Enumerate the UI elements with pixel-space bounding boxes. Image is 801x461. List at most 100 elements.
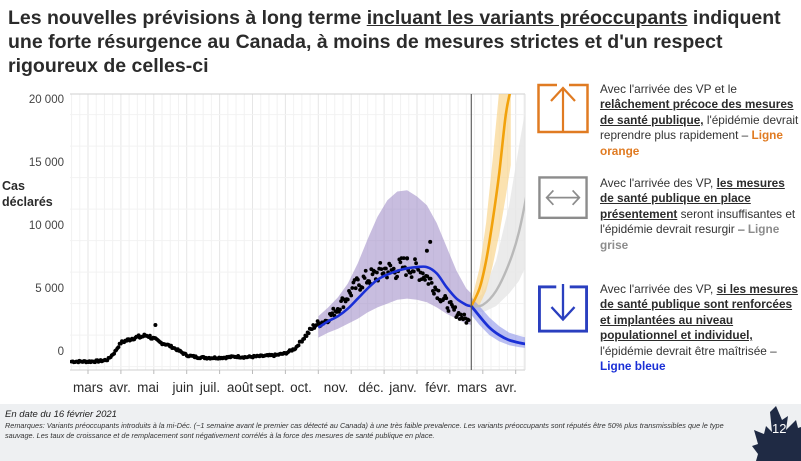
observed-case-point bbox=[405, 256, 410, 261]
observed-case-point bbox=[350, 286, 355, 290]
legend-text-emphasis: les mesures de santé publique en place p… bbox=[600, 176, 785, 221]
observed-case-point bbox=[381, 271, 386, 276]
footer-date: En date du 16 février 2021 bbox=[5, 409, 117, 420]
observed-case-point bbox=[302, 336, 307, 341]
plot-area bbox=[70, 94, 525, 365]
observed-case-point bbox=[379, 267, 384, 271]
observed-case-point bbox=[426, 282, 431, 286]
legend-text-outcome: l'épidémie devrait être maîtrisée – bbox=[600, 343, 777, 358]
observed-case-point bbox=[360, 285, 365, 290]
x-tick-label: avr. bbox=[495, 380, 517, 395]
observed-case-point bbox=[462, 312, 467, 317]
observed-case-point bbox=[148, 333, 152, 338]
grey-forecast-line bbox=[471, 196, 525, 308]
observed-case-point bbox=[411, 269, 416, 274]
legend-blue-text: Avec l'arrivée des VP, si les mesures de… bbox=[600, 282, 800, 374]
blue-confidence-band bbox=[471, 297, 525, 348]
y-tick-label: 20 000 bbox=[28, 94, 64, 106]
observed-case-point bbox=[395, 274, 399, 279]
observed-case-point bbox=[413, 257, 417, 262]
observed-case-point bbox=[458, 312, 463, 317]
observed-case-point bbox=[363, 268, 368, 273]
legend-text-intro: Avec l'arrivée des VP, bbox=[600, 176, 717, 190]
observed-case-point bbox=[444, 296, 449, 301]
arrow-up-icon bbox=[537, 83, 589, 134]
fit-line bbox=[317, 265, 472, 329]
legend-text-emphasis: si les mesures de santé publique sont re… bbox=[600, 282, 798, 343]
y-tick-label: 10 000 bbox=[28, 220, 64, 232]
legend-line-label-grey: Ligne grise bbox=[600, 222, 780, 252]
observed-case-point bbox=[306, 331, 311, 336]
observed-case-point bbox=[339, 299, 343, 303]
y-axis-label: Cas déclarés bbox=[2, 179, 53, 209]
legend-text-outcome: l'épidémie devrait reprendre plus rapide… bbox=[600, 112, 799, 143]
observed-case-point bbox=[358, 288, 362, 292]
observed-case-point bbox=[429, 281, 434, 285]
observed-case-point bbox=[428, 239, 433, 244]
page-number: 12 bbox=[772, 421, 787, 436]
observed-case-point bbox=[384, 266, 388, 271]
x-tick-label: oct. bbox=[290, 380, 312, 395]
observed-case-point bbox=[423, 278, 427, 282]
observed-case-point bbox=[436, 288, 441, 293]
x-tick-label: déc. bbox=[358, 380, 384, 395]
cases-chart bbox=[70, 93, 526, 374]
footer: En date du 16 février 2021 Remarques: Va… bbox=[0, 404, 801, 461]
title-text-end: indiquent une forte résurgence au Canada… bbox=[8, 7, 781, 77]
x-tick-label: août bbox=[226, 380, 254, 395]
observed-case-point bbox=[370, 272, 375, 277]
observed-case-point bbox=[448, 300, 453, 304]
y-tick-label: 5 000 bbox=[35, 283, 64, 295]
observed-case-point bbox=[446, 309, 451, 313]
observed-case-point bbox=[424, 248, 429, 253]
legend-text-intro: Avec l'arrivée des VP et le bbox=[600, 82, 737, 96]
observed-case-point bbox=[116, 345, 121, 349]
x-tick-label: mars bbox=[457, 380, 487, 395]
x-tick-label: juil. bbox=[199, 380, 221, 395]
observed-case-point bbox=[356, 277, 360, 282]
legend-line-label-blue: Ligne bleue bbox=[600, 359, 666, 374]
observed-case-point bbox=[341, 305, 346, 310]
observed-case-point bbox=[388, 263, 393, 268]
observed-case-point bbox=[453, 305, 458, 310]
x-tick-label: avr. bbox=[109, 380, 131, 395]
blue-forecast-line bbox=[470, 305, 525, 346]
observed-case-point bbox=[414, 261, 418, 266]
observed-case-point bbox=[398, 260, 403, 265]
grey-confidence-band bbox=[471, 111, 525, 313]
x-tick-label: mai bbox=[137, 380, 159, 395]
arrow-left-right-icon bbox=[538, 176, 588, 220]
legend-text-intro: Avec l'arrivée des VP, bbox=[600, 282, 717, 296]
x-tick-label: nov. bbox=[323, 380, 349, 395]
observed-case-point bbox=[445, 306, 450, 310]
slide-title: Les nouvelles prévisions à long terme in… bbox=[8, 6, 798, 78]
x-tick-label: janv. bbox=[389, 380, 417, 395]
x-tick-label: févr. bbox=[425, 380, 451, 395]
observed-case-point bbox=[466, 318, 471, 322]
observed-case-point bbox=[401, 256, 406, 260]
arrow-down-icon bbox=[538, 284, 588, 333]
observed-case-point bbox=[391, 266, 396, 271]
legend-text-outcome: seront insuffisantes et l'épidémie devra… bbox=[600, 206, 796, 237]
observed-case-point bbox=[304, 334, 309, 338]
y-tick-label: 15 000 bbox=[28, 157, 64, 169]
observed-case-point bbox=[349, 293, 354, 298]
orange-forecast-line bbox=[470, 94, 512, 307]
observed-case-point bbox=[416, 268, 421, 272]
observed-case-point bbox=[420, 271, 425, 276]
title-underlined-text: incluant les variants préoccupants bbox=[366, 7, 688, 29]
observed-case-point bbox=[296, 343, 301, 348]
legend-line-label-orange: Ligne orange bbox=[600, 128, 783, 158]
maple-leaf-icon bbox=[752, 406, 801, 461]
observed-case-point bbox=[353, 286, 358, 291]
observed-case-point bbox=[432, 291, 436, 296]
observed-case-point bbox=[331, 306, 336, 311]
x-tick-label: sept. bbox=[255, 380, 285, 395]
observed-case-point bbox=[464, 321, 469, 325]
observed-case-point bbox=[345, 297, 350, 302]
observed-case-point bbox=[378, 261, 383, 265]
title-text-start: Les nouvelles prévisions à long terme bbox=[8, 7, 367, 29]
y-tick-label: 0 bbox=[57, 346, 64, 358]
observed-case-point bbox=[338, 307, 342, 312]
observed-case-point bbox=[409, 275, 414, 279]
